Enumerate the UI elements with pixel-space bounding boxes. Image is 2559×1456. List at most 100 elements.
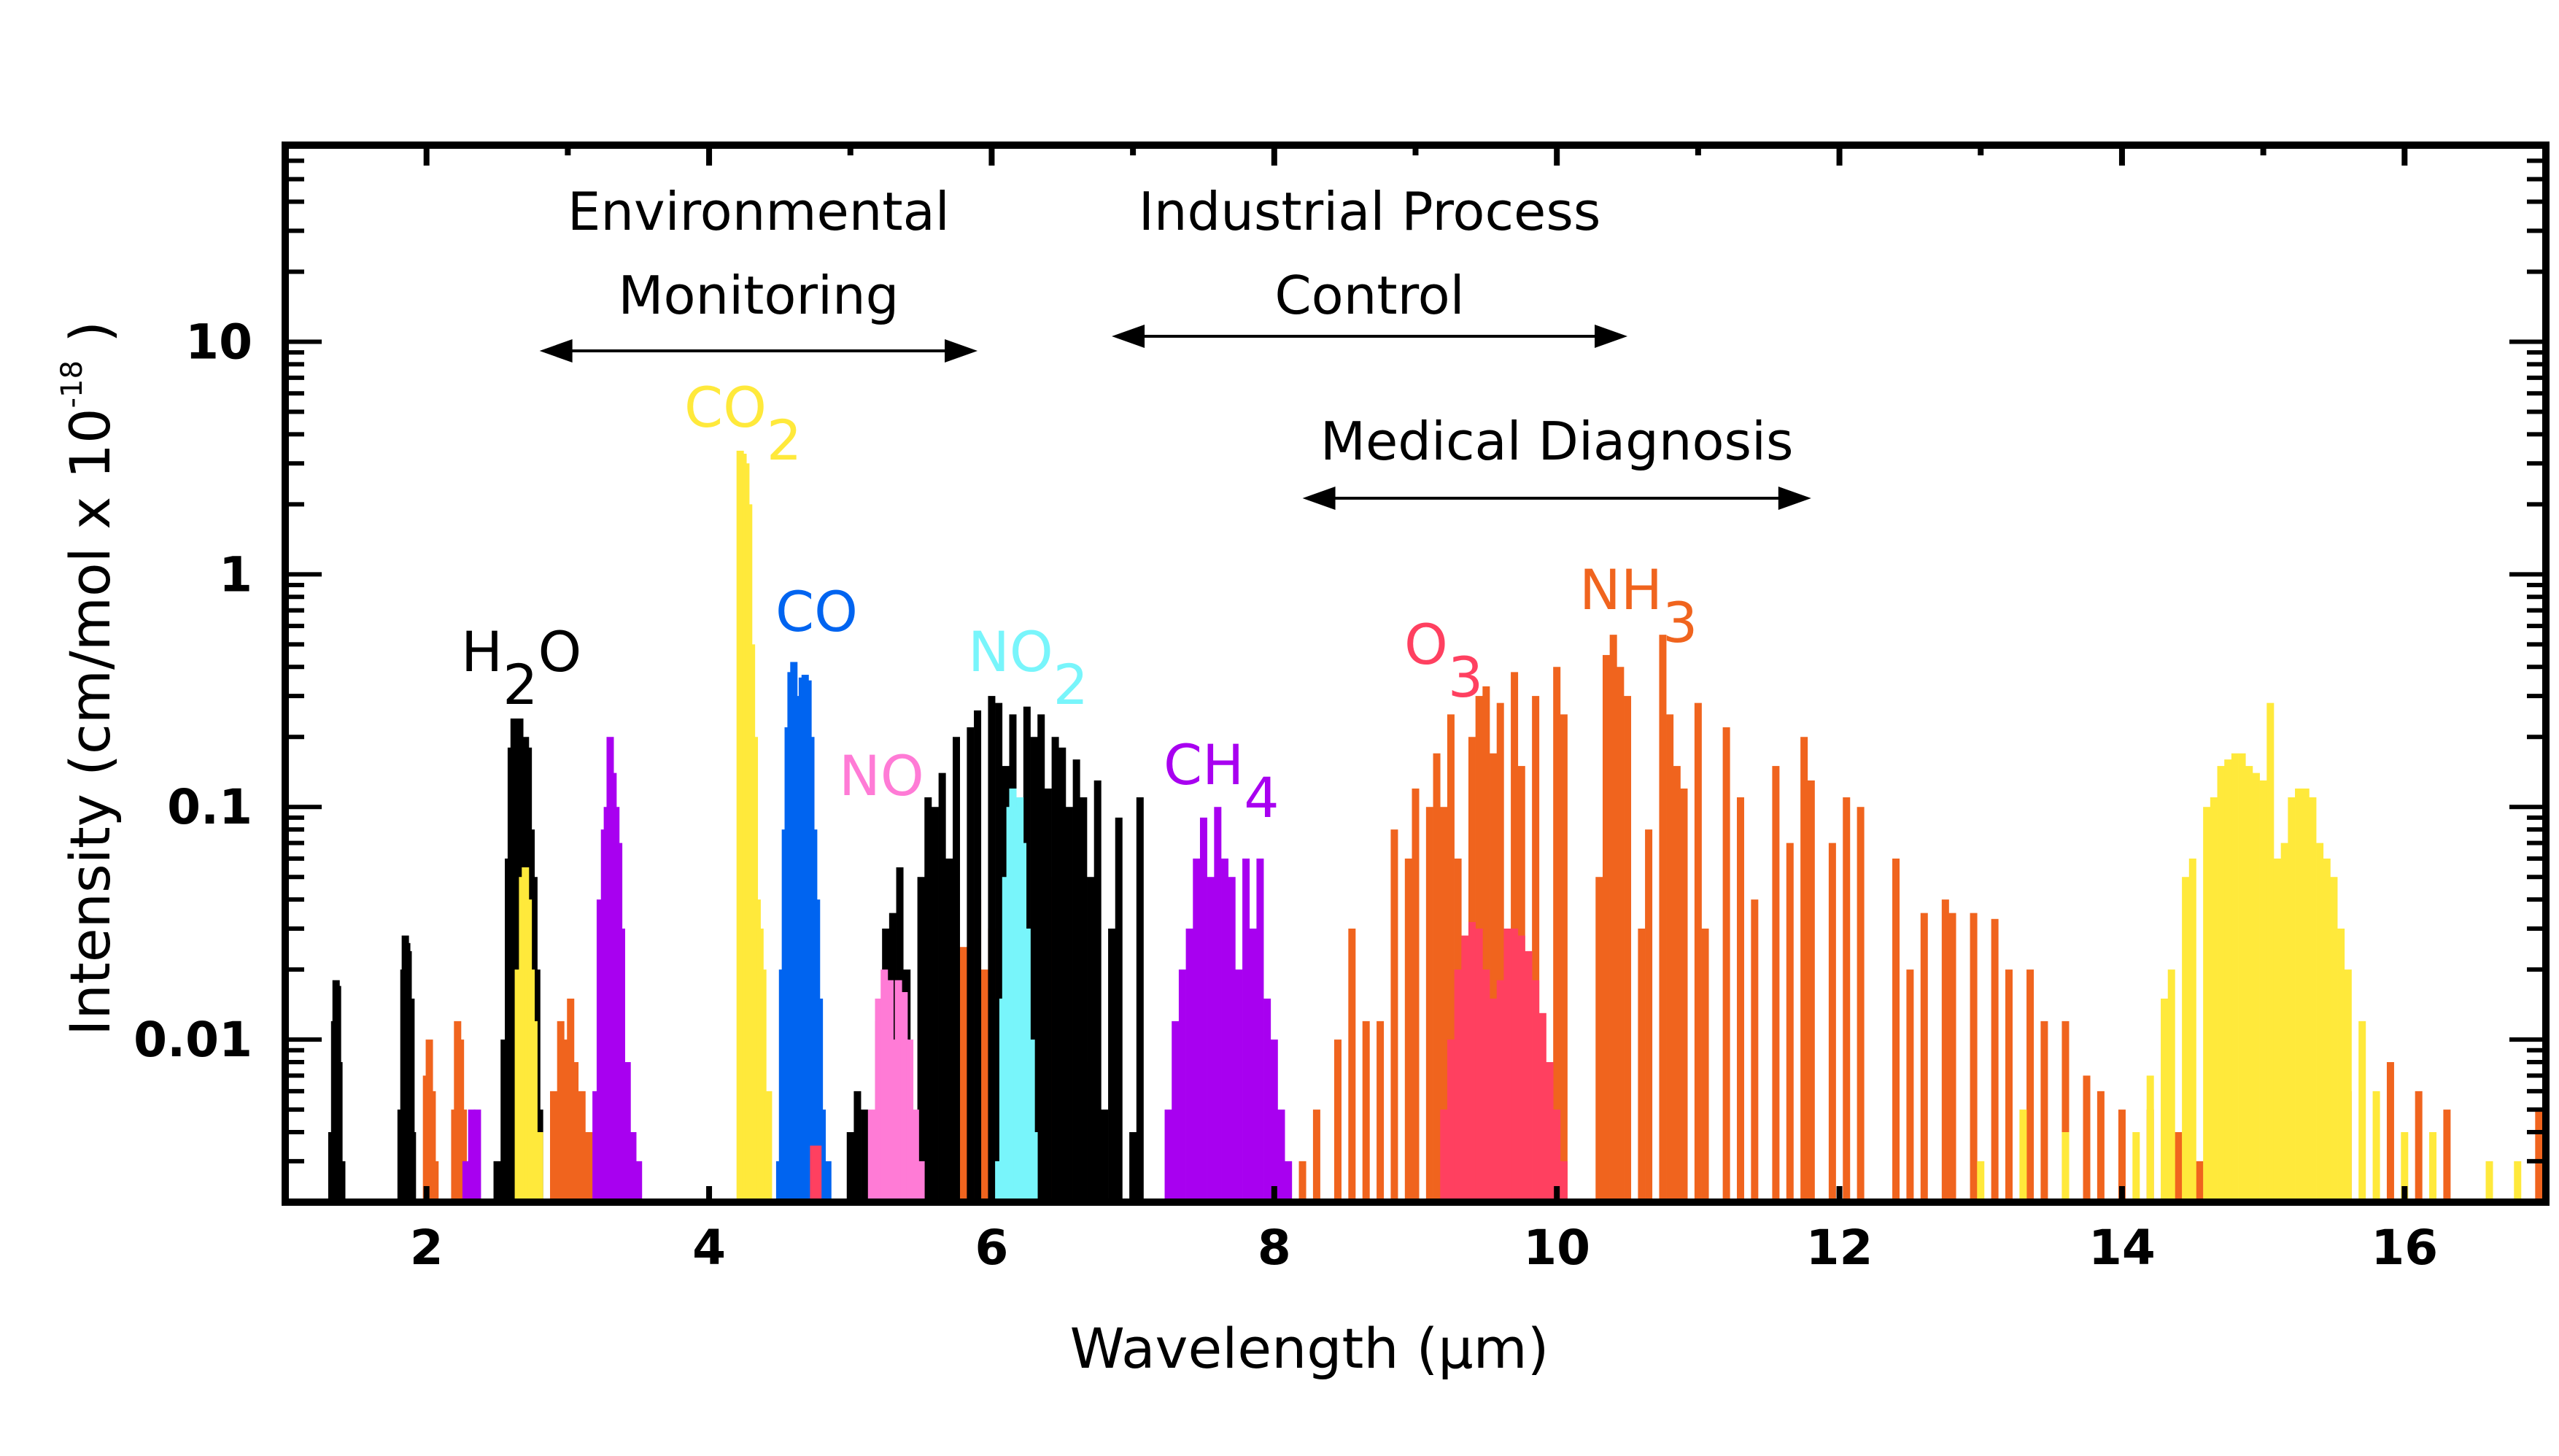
spectral-line <box>1333 1039 1342 1202</box>
spectral-line <box>2273 858 2281 1202</box>
series-co2 <box>514 450 2522 1202</box>
spectral-line <box>1093 780 1102 1202</box>
spectral-line <box>1602 654 1610 1202</box>
spectral-line <box>1185 928 1193 1202</box>
y-axis-title-close: ) <box>58 321 123 360</box>
spectral-line <box>967 727 975 1202</box>
label-main: H <box>461 619 503 684</box>
spectral-line <box>2358 1021 2366 1202</box>
x-tick-label: 4 <box>692 1220 726 1276</box>
spectral-line <box>2040 1021 2048 1202</box>
spectral-line <box>2224 759 2232 1202</box>
spectral-line <box>2280 843 2288 1202</box>
spectral-line <box>473 1110 481 1202</box>
spectral-line <box>2217 766 2225 1202</box>
spectral-line <box>867 1110 875 1202</box>
y-tick-label: 0.1 <box>167 779 252 835</box>
spectral-line <box>931 807 939 1202</box>
spectral-line <box>635 1161 643 1202</box>
spectral-line <box>1892 858 1900 1202</box>
spectral-line <box>1030 737 1038 1202</box>
spectral-line <box>468 1110 476 1202</box>
spectral-line <box>335 1062 343 1202</box>
spectral-line <box>578 1091 586 1202</box>
spectral-line <box>2337 928 2345 1202</box>
spectral-line <box>1199 817 1207 1202</box>
spectral-line <box>1178 969 1186 1202</box>
series-no <box>867 969 925 1202</box>
spectral-line <box>1228 877 1236 1202</box>
spectral-line <box>917 1161 925 1202</box>
spectral-line <box>953 737 961 1202</box>
spectral-line <box>1638 928 1646 1202</box>
spectral-line <box>959 947 967 1202</box>
spectral-line <box>550 1091 558 1202</box>
spectral-line <box>1468 922 1476 1202</box>
label-subscript: 2 <box>503 652 538 717</box>
arrow-head-right <box>1595 325 1628 348</box>
spectral-line <box>2061 1132 2070 1202</box>
spectral-line <box>2485 1161 2493 1202</box>
spectral-line <box>2238 753 2246 1202</box>
spectral-line <box>557 1021 565 1202</box>
series-ch4 <box>462 737 1293 1202</box>
spectral-line <box>2514 1161 2522 1202</box>
y-tick-label: 10 <box>185 314 252 370</box>
spectral-line <box>894 980 902 1202</box>
label-subscript: 3 <box>1662 590 1697 655</box>
spectral-line <box>1800 737 1808 1202</box>
spectral-line <box>1277 1110 1285 1202</box>
molecule-label-co2: CO2 <box>684 375 802 473</box>
spectral-line <box>1532 980 1540 1202</box>
spectral-line <box>530 1021 538 1202</box>
spectral-line <box>1214 807 1222 1202</box>
molecule-label-co: CO <box>775 579 858 644</box>
axes: 0.01 0.1 1 10 2 4 6 8 10 12 14 16 <box>133 142 2550 1276</box>
spectral-line <box>2301 788 2310 1202</box>
spectral-line <box>338 1161 346 1202</box>
spectral-line <box>2019 1110 2027 1202</box>
spectral-line <box>1263 998 1271 1202</box>
spectral-line <box>1666 714 1674 1202</box>
spectral-line <box>1736 797 1744 1202</box>
spectral-line <box>1051 737 1059 1202</box>
spectral-line <box>1517 935 1525 1202</box>
label-tail: O <box>538 619 582 684</box>
molecule-label-no2: NO2 <box>968 619 1088 717</box>
spectral-line <box>567 998 575 1202</box>
spectral-line <box>1256 858 1264 1202</box>
spectral-line <box>2175 1132 2183 1202</box>
annotation-1: Environmental Monitoring <box>539 181 978 363</box>
spectral-line <box>1447 1039 1455 1202</box>
x-tick-label: 12 <box>1806 1220 1873 1276</box>
spectral-line <box>585 1132 593 1202</box>
spectral-line <box>1807 780 1815 1202</box>
spectral-line <box>2288 797 2296 1202</box>
spectral-line <box>2245 766 2253 1202</box>
x-tick-label: 14 <box>2088 1220 2156 1276</box>
spectral-line <box>1857 807 1865 1202</box>
spectral-line <box>1694 702 1702 1202</box>
spectral-line <box>1058 747 1066 1202</box>
spectral-line <box>1044 788 1052 1202</box>
label-subscript: 4 <box>1244 765 1279 830</box>
spectral-line <box>2026 969 2035 1202</box>
spectral-line <box>1828 843 1836 1202</box>
spectral-line <box>1129 1132 1137 1202</box>
spectral-line <box>462 1161 470 1202</box>
spectral-line <box>571 1062 579 1202</box>
spectral-line <box>2429 1132 2437 1202</box>
spectral-line <box>1193 858 1201 1202</box>
spectral-line <box>592 1091 600 1202</box>
spectral-line <box>1645 829 1653 1202</box>
series-co <box>775 662 832 1202</box>
spectral-line <box>911 1110 919 1202</box>
spectral-line <box>1680 788 1688 1202</box>
spectral-line <box>1023 928 1031 1202</box>
spectral-line <box>945 858 953 1202</box>
spectral-line <box>875 998 883 1202</box>
y-axis-title: Intensity (cm/mol x 10-18 ) <box>55 321 123 1036</box>
label-main: NO <box>968 619 1053 684</box>
